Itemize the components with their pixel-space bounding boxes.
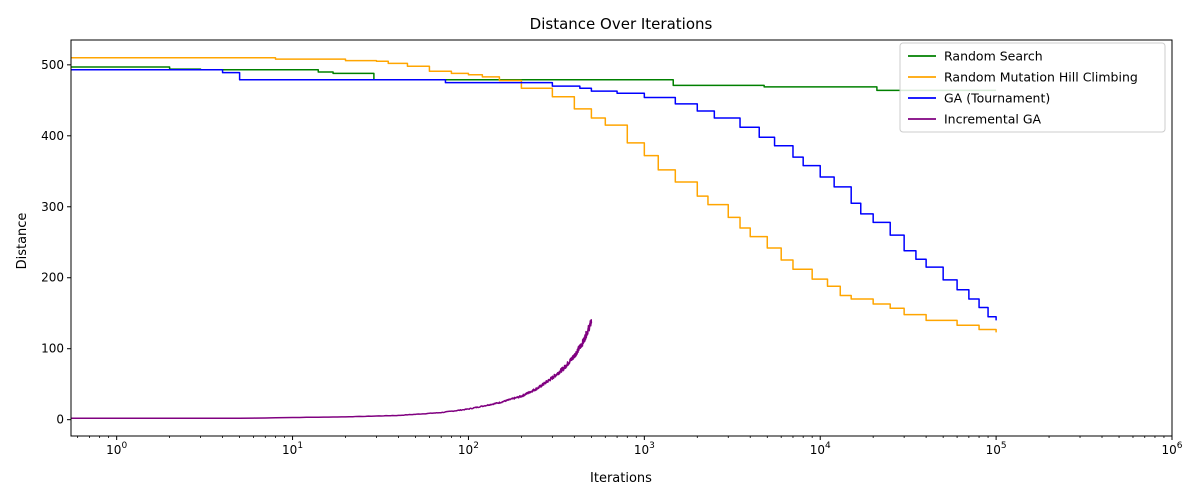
y-tick-label: 300 [41, 200, 64, 214]
legend-entry: Random Search [944, 49, 1043, 64]
x-tick-label: 102 [458, 441, 479, 457]
chart-title: Distance Over Iterations [530, 15, 713, 33]
plot-area-frame [70, 39, 1173, 437]
x-axis-label: Iterations [590, 471, 652, 486]
x-tick-label: 105 [986, 441, 1007, 457]
legend-box [899, 42, 1166, 133]
legend-entry: Incremental GA [944, 112, 1042, 127]
x-axis: 100 101 102 103 104 105 106 [77, 436, 1183, 457]
y-tick-label: 0 [56, 413, 64, 427]
x-tick-label: 100 [106, 441, 127, 457]
y-tick-label: 400 [41, 129, 64, 143]
series-layer [71, 56, 997, 420]
legend-entry: Random Mutation Hill Climbing [944, 70, 1138, 85]
series-line-1 [71, 56, 997, 333]
x-tick-label: 106 [1161, 441, 1182, 457]
y-tick-label: 100 [41, 342, 64, 356]
y-tick-label: 500 [41, 58, 64, 72]
x-tick-label: 103 [634, 441, 655, 457]
x-tick-label: 104 [810, 441, 831, 457]
y-axis-label: Distance [15, 213, 30, 270]
y-tick-label: 200 [41, 271, 64, 285]
y-axis: 0 100 200 300 400 500 [41, 58, 71, 427]
x-tick-label: 101 [282, 441, 303, 457]
series-line-3 [71, 319, 593, 420]
series-line-2 [71, 69, 997, 321]
legend-entry: GA (Tournament) [944, 91, 1050, 106]
legend: Random Search Random Mutation Hill Climbi… [899, 42, 1166, 133]
